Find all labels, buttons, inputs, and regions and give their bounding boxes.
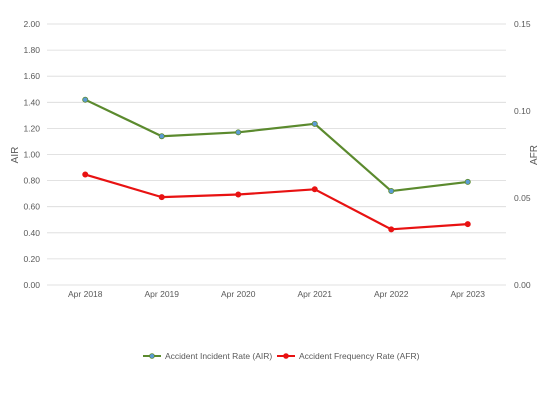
series-layer	[82, 96, 471, 233]
data-point	[82, 96, 89, 103]
legend: Accident Incident Rate (AIR) Accident Fre…	[143, 351, 420, 361]
legend-marker	[149, 353, 155, 359]
y-tick-label: 1.20	[23, 123, 40, 133]
data-point	[158, 133, 165, 140]
y-tick-label: 1.00	[23, 150, 40, 160]
data-point	[464, 221, 471, 228]
data-point	[464, 178, 471, 185]
data-point	[82, 171, 89, 178]
legend-label: Accident Incident Rate (AIR)	[165, 351, 272, 361]
y-tick-label: 1.80	[23, 45, 40, 55]
data-point	[235, 129, 242, 136]
data-point	[388, 226, 395, 233]
legend-marker	[283, 353, 289, 359]
data-point	[311, 186, 318, 193]
y-right-tick-label: 0.05	[514, 193, 531, 203]
y-tick-label: 0.80	[23, 176, 40, 186]
data-point	[388, 188, 395, 195]
y-tick-label: 1.40	[23, 97, 40, 107]
data-point	[311, 120, 318, 127]
gridlines	[47, 23, 506, 286]
series-line	[84, 173, 469, 231]
x-tick-label: Apr 2022	[374, 289, 409, 299]
y-tick-label: 1.60	[23, 71, 40, 81]
left-axis-ticks: 0.00 0.20 0.40 0.60 0.80 1.00 1.20 1.40 1.60 1.80…	[23, 19, 40, 290]
legend-label: Accident Frequency Rate (AFR)	[299, 351, 420, 361]
x-tick-label: Apr 2019	[145, 289, 180, 299]
x-tick-label: Apr 2018	[68, 289, 103, 299]
y-tick-label: 0.20	[23, 254, 40, 264]
data-point	[235, 191, 242, 198]
y-tick-label: 0.40	[23, 228, 40, 238]
x-tick-label: Apr 2023	[451, 289, 486, 299]
x-tick-label: Apr 2021	[298, 289, 333, 299]
y-right-tick-label: 0.15	[514, 19, 531, 29]
y-tick-label: 2.00	[23, 19, 40, 29]
x-axis-ticks: Apr 2018 Apr 2019 Apr 2020 Apr 2021 Apr 2022…	[68, 289, 485, 299]
left-axis-title: AIR	[10, 147, 21, 164]
data-point	[158, 194, 165, 201]
right-axis-title: AFR	[529, 145, 540, 165]
right-axis-ticks: 0.00 0.05 0.10 0.15	[514, 19, 531, 290]
y-tick-label: 0.60	[23, 202, 40, 212]
series-line	[84, 98, 469, 193]
y-tick-label: 0.00	[23, 280, 40, 290]
y-right-tick-label: 0.10	[514, 106, 531, 116]
x-tick-label: Apr 2020	[221, 289, 256, 299]
y-right-tick-label: 0.00	[514, 280, 531, 290]
